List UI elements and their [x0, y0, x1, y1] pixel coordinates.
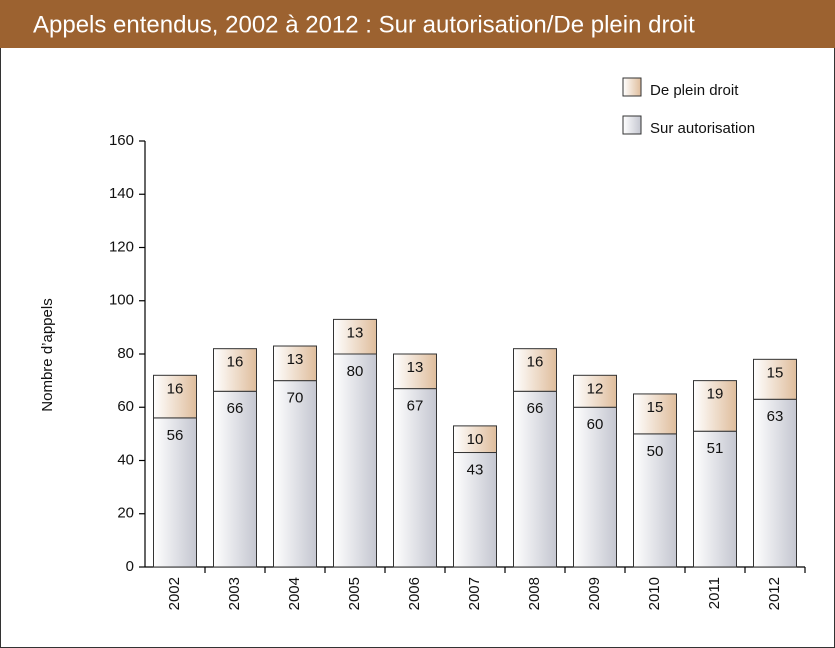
bar-segment: [753, 358, 797, 400]
x-tick-label: 2011: [706, 577, 723, 609]
bar-segment: [513, 348, 557, 392]
legend-label: De plein droit: [650, 82, 739, 99]
x-tick-label: 2006: [406, 577, 423, 610]
value-label: 80: [347, 363, 364, 380]
y-tick-label: 0: [126, 558, 134, 575]
value-label: 19: [707, 386, 724, 403]
y-tick-label: 20: [117, 505, 134, 522]
x-tick-label: 2002: [166, 577, 183, 610]
value-label: 70: [287, 390, 304, 407]
value-label: 13: [347, 324, 364, 341]
bar-segment: [453, 452, 497, 568]
y-tick-label: 160: [109, 132, 134, 149]
value-label: 15: [647, 399, 664, 416]
bar-segment: [573, 374, 617, 408]
y-tick-label: 60: [117, 398, 134, 415]
legend-swatch: [622, 77, 642, 97]
x-tick-label: 2007: [466, 577, 483, 610]
bar-segment: [393, 353, 437, 390]
value-label: 16: [527, 354, 544, 371]
x-tick-label: 2010: [646, 577, 663, 610]
y-axis-label: Nombre d’appels: [39, 298, 56, 411]
bar-segment: [333, 353, 377, 568]
value-label: 12: [587, 380, 604, 397]
value-label: 16: [167, 380, 184, 397]
bar-segment: [633, 393, 677, 435]
y-tick-label: 100: [109, 292, 134, 309]
x-tick-label: 2009: [586, 577, 603, 610]
bar-segment: [513, 390, 557, 568]
value-label: 10: [467, 431, 484, 448]
bar-segment: [153, 417, 197, 568]
x-tick-label: 2003: [226, 577, 243, 610]
value-label: 15: [767, 364, 784, 381]
bar-segment: [213, 348, 257, 392]
legend-swatch: [622, 115, 642, 135]
legend-label: Sur autorisation: [650, 120, 755, 137]
value-label: 63: [767, 408, 784, 425]
bar-segment: [633, 433, 677, 568]
value-label: 66: [227, 400, 244, 417]
bar-segment: [333, 318, 377, 355]
value-label: 50: [647, 443, 664, 460]
value-label: 43: [467, 461, 484, 478]
title-bar: [0, 0, 835, 48]
x-tick-label: 2012: [766, 577, 783, 610]
value-label: 56: [167, 427, 184, 444]
y-tick-label: 140: [109, 185, 134, 202]
value-label: 13: [287, 351, 304, 368]
y-tick-label: 80: [117, 345, 134, 362]
value-label: 67: [407, 398, 424, 415]
bar-segment: [393, 388, 437, 568]
x-tick-label: 2005: [346, 577, 363, 610]
bar-segment: [273, 345, 317, 382]
bar-segment: [573, 406, 617, 568]
value-label: 51: [707, 440, 724, 457]
value-label: 60: [587, 416, 604, 433]
y-tick-label: 120: [109, 238, 134, 255]
value-label: 16: [227, 354, 244, 371]
bar-segment: [453, 425, 497, 454]
bar-segment: [753, 398, 797, 568]
value-label: 66: [527, 400, 544, 417]
bar-segment: [153, 374, 197, 419]
y-tick-label: 40: [117, 451, 134, 468]
x-tick-label: 2004: [286, 577, 303, 610]
bar-segment: [693, 430, 737, 568]
value-label: 13: [407, 359, 424, 376]
bar-segment: [213, 390, 257, 568]
chart-title: Appels entendus, 2002 à 2012 : Sur autor…: [33, 11, 695, 38]
bar-segment: [693, 380, 737, 432]
bar-segment: [273, 380, 317, 568]
x-tick-label: 2008: [526, 577, 543, 610]
